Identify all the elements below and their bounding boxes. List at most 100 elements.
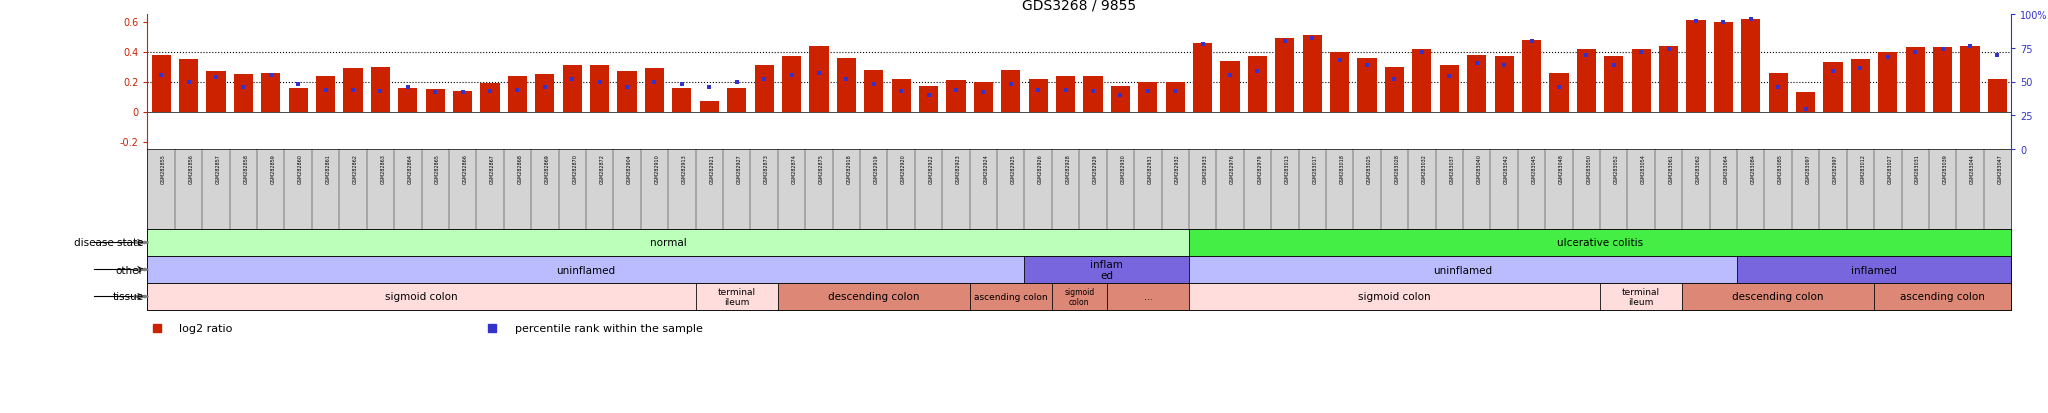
Bar <box>1878 52 1896 112</box>
Text: GSM283084: GSM283084 <box>1751 154 1755 183</box>
Point <box>1487 63 1520 69</box>
Text: GSM283039: GSM283039 <box>1944 154 1948 183</box>
Bar <box>147 230 1190 256</box>
Text: GSM283061: GSM283061 <box>1669 154 1673 183</box>
Point <box>1597 63 1630 69</box>
Text: GSM283054: GSM283054 <box>1640 154 1647 183</box>
Point <box>336 87 369 94</box>
Point <box>721 79 754 85</box>
Text: GSM282922: GSM282922 <box>928 154 934 183</box>
Text: GSM283032: GSM283032 <box>1421 154 1427 183</box>
Point <box>858 82 891 88</box>
Point <box>967 90 999 96</box>
Point <box>1130 88 1163 95</box>
Bar <box>563 66 582 112</box>
Text: GSM283097: GSM283097 <box>1806 154 1810 183</box>
Text: GSM282859: GSM282859 <box>270 154 276 183</box>
Point <box>666 82 698 88</box>
Text: GSM282870: GSM282870 <box>571 154 578 183</box>
Text: GSM283037: GSM283037 <box>1450 154 1454 183</box>
Point <box>283 82 315 88</box>
Bar <box>147 256 1024 283</box>
Point <box>1516 38 1548 45</box>
Text: GSM282979: GSM282979 <box>1257 154 1262 183</box>
Point <box>172 79 205 85</box>
Bar <box>782 57 801 112</box>
Text: GSM283028: GSM283028 <box>1395 154 1399 183</box>
Text: terminal
ileum: terminal ileum <box>1622 287 1661 306</box>
Bar <box>590 66 608 112</box>
Bar <box>1632 50 1651 112</box>
Bar <box>397 88 418 112</box>
Text: GSM282930: GSM282930 <box>1120 154 1126 183</box>
Point <box>502 87 535 94</box>
Bar <box>289 88 307 112</box>
Bar <box>1905 48 1925 112</box>
Point <box>1022 87 1055 94</box>
Bar <box>426 90 444 112</box>
Point <box>1980 52 2013 59</box>
Text: GSM282932: GSM282932 <box>1176 154 1180 183</box>
Bar <box>1106 283 1190 310</box>
Bar <box>696 283 778 310</box>
Text: terminal
ileum: terminal ileum <box>717 287 756 306</box>
Bar <box>1796 93 1815 112</box>
Text: GSM282919: GSM282919 <box>874 154 879 183</box>
Point <box>1296 36 1329 43</box>
Point <box>1706 20 1739 26</box>
Bar <box>1960 46 1980 112</box>
Text: GSM283047: GSM283047 <box>1997 154 2003 183</box>
Bar <box>1028 79 1049 112</box>
Text: GSM282923: GSM282923 <box>956 154 961 183</box>
Text: sigmoid
colon: sigmoid colon <box>1065 287 1094 306</box>
Text: log2 ratio: log2 ratio <box>178 323 233 333</box>
Text: GSM282931: GSM282931 <box>1147 154 1153 183</box>
Point <box>1790 106 1823 112</box>
Point <box>1159 88 1192 95</box>
Text: GSM282933: GSM282933 <box>1202 154 1208 183</box>
Point <box>911 93 944 99</box>
Bar <box>1190 256 1737 283</box>
Point <box>1077 88 1110 95</box>
Text: other: other <box>115 265 143 275</box>
Text: sigmoid colon: sigmoid colon <box>1358 292 1432 302</box>
Text: GSM282862: GSM282862 <box>352 154 358 183</box>
Bar <box>1190 230 2011 256</box>
Bar <box>1413 50 1432 112</box>
Point <box>528 84 561 91</box>
Point <box>1352 63 1384 69</box>
Bar <box>891 79 911 112</box>
Bar <box>481 84 500 112</box>
Bar <box>207 72 225 112</box>
Text: GSM283027: GSM283027 <box>1888 154 1892 183</box>
Bar <box>727 88 745 112</box>
Bar <box>778 283 969 310</box>
Bar <box>1737 256 2011 283</box>
Text: GSM282857: GSM282857 <box>215 154 221 183</box>
Point <box>885 88 918 95</box>
Text: inflamed: inflamed <box>1851 265 1896 275</box>
Point <box>1434 74 1466 80</box>
Text: GSM282925: GSM282925 <box>1012 154 1016 183</box>
Text: GSM282858: GSM282858 <box>244 154 248 183</box>
Text: uninflamed: uninflamed <box>557 265 616 275</box>
Point <box>1186 41 1219 48</box>
Point <box>1898 50 1931 56</box>
Title: GDS3268 / 9855: GDS3268 / 9855 <box>1022 0 1137 12</box>
Point <box>1241 68 1274 75</box>
Point <box>584 79 616 85</box>
Bar <box>864 70 883 112</box>
Bar <box>1495 57 1513 112</box>
Text: GSM282927: GSM282927 <box>737 154 741 183</box>
Bar <box>1247 57 1268 112</box>
Text: percentile rank within the sample: percentile rank within the sample <box>514 323 702 333</box>
Point <box>1624 50 1657 56</box>
Text: GSM282865: GSM282865 <box>436 154 440 183</box>
Text: GSM282868: GSM282868 <box>518 154 522 183</box>
Bar <box>754 66 774 112</box>
Bar <box>1024 256 1190 283</box>
Text: ascending colon: ascending colon <box>975 292 1049 301</box>
Bar <box>1466 55 1487 112</box>
Bar <box>1681 283 1874 310</box>
Bar <box>1989 79 2007 112</box>
